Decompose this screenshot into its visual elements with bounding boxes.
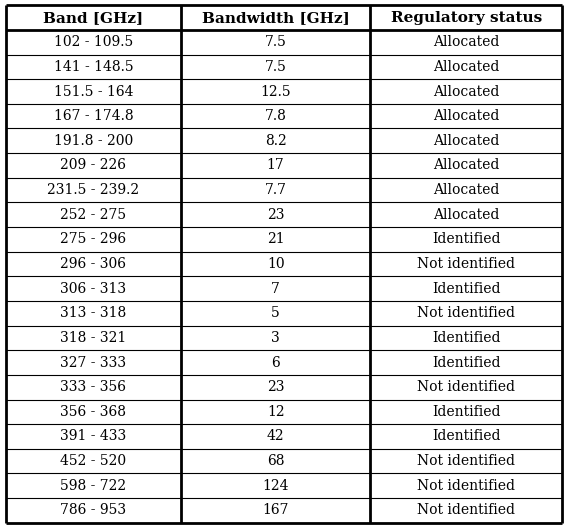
Text: 7.7: 7.7 xyxy=(265,183,287,197)
Text: 209 - 226: 209 - 226 xyxy=(60,158,126,173)
Text: 313 - 318: 313 - 318 xyxy=(60,306,127,320)
Text: 7.5: 7.5 xyxy=(265,35,287,49)
Text: Allocated: Allocated xyxy=(433,60,499,74)
Text: Not identified: Not identified xyxy=(417,257,515,271)
Text: 7.5: 7.5 xyxy=(265,60,287,74)
Text: Allocated: Allocated xyxy=(433,183,499,197)
Text: Not identified: Not identified xyxy=(417,454,515,468)
Text: Not identified: Not identified xyxy=(417,503,515,517)
Text: 231.5 - 239.2: 231.5 - 239.2 xyxy=(47,183,139,197)
Text: Identified: Identified xyxy=(432,232,500,247)
Text: Identified: Identified xyxy=(432,331,500,345)
Text: 786 - 953: 786 - 953 xyxy=(60,503,127,517)
Text: 21: 21 xyxy=(267,232,285,247)
Text: Band [GHz]: Band [GHz] xyxy=(43,11,143,25)
Text: Allocated: Allocated xyxy=(433,35,499,49)
Text: 6: 6 xyxy=(272,355,280,370)
Text: 167: 167 xyxy=(262,503,289,517)
Text: 327 - 333: 327 - 333 xyxy=(60,355,127,370)
Text: 333 - 356: 333 - 356 xyxy=(60,380,126,394)
Text: 167 - 174.8: 167 - 174.8 xyxy=(53,109,133,123)
Text: Not identified: Not identified xyxy=(417,380,515,394)
Text: 356 - 368: 356 - 368 xyxy=(60,405,126,419)
Text: Not identified: Not identified xyxy=(417,306,515,320)
Text: Allocated: Allocated xyxy=(433,109,499,123)
Text: 275 - 296: 275 - 296 xyxy=(60,232,127,247)
Text: 5: 5 xyxy=(272,306,280,320)
Text: 124: 124 xyxy=(262,479,289,493)
Text: 318 - 321: 318 - 321 xyxy=(60,331,127,345)
Text: 23: 23 xyxy=(267,380,285,394)
Text: Allocated: Allocated xyxy=(433,84,499,99)
Text: 12.5: 12.5 xyxy=(260,84,291,99)
Text: 151.5 - 164: 151.5 - 164 xyxy=(53,84,133,99)
Text: 102 - 109.5: 102 - 109.5 xyxy=(54,35,133,49)
Text: Identified: Identified xyxy=(432,281,500,296)
Text: 452 - 520: 452 - 520 xyxy=(60,454,127,468)
Text: 598 - 722: 598 - 722 xyxy=(60,479,127,493)
Text: 3: 3 xyxy=(272,331,280,345)
Text: Allocated: Allocated xyxy=(433,158,499,173)
Text: 42: 42 xyxy=(267,429,285,444)
Text: 10: 10 xyxy=(267,257,285,271)
Text: 141 - 148.5: 141 - 148.5 xyxy=(53,60,133,74)
Text: Bandwidth [GHz]: Bandwidth [GHz] xyxy=(202,11,349,25)
Text: Identified: Identified xyxy=(432,355,500,370)
Text: 7.8: 7.8 xyxy=(265,109,287,123)
Text: 391 - 433: 391 - 433 xyxy=(60,429,127,444)
Text: 296 - 306: 296 - 306 xyxy=(60,257,126,271)
Text: 68: 68 xyxy=(267,454,285,468)
Text: 23: 23 xyxy=(267,208,285,222)
Text: Allocated: Allocated xyxy=(433,208,499,222)
Text: 306 - 313: 306 - 313 xyxy=(60,281,127,296)
Text: Not identified: Not identified xyxy=(417,479,515,493)
Text: Identified: Identified xyxy=(432,405,500,419)
Text: 12: 12 xyxy=(267,405,285,419)
Text: 252 - 275: 252 - 275 xyxy=(60,208,127,222)
Text: Identified: Identified xyxy=(432,429,500,444)
Text: 8.2: 8.2 xyxy=(265,134,286,148)
Text: 17: 17 xyxy=(267,158,285,173)
Text: 7: 7 xyxy=(271,281,280,296)
Text: 191.8 - 200: 191.8 - 200 xyxy=(54,134,133,148)
Text: Regulatory status: Regulatory status xyxy=(391,11,542,25)
Text: Allocated: Allocated xyxy=(433,134,499,148)
